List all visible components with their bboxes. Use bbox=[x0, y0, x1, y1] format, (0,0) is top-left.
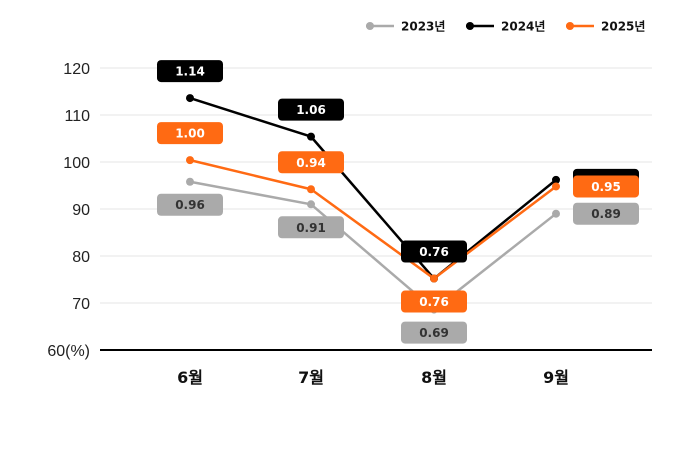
y-tick-label: 80 bbox=[72, 249, 90, 266]
data-label: 1.14 bbox=[175, 65, 205, 79]
data-point bbox=[186, 156, 194, 165]
data-point bbox=[307, 132, 315, 141]
data-label: 1.00 bbox=[175, 127, 205, 141]
x-tick-label: 9월 bbox=[543, 368, 569, 387]
data-label: 0.95 bbox=[591, 180, 621, 194]
legend: 2023년 2024년 2025년 bbox=[366, 20, 645, 34]
series-line-1 bbox=[189, 96, 557, 280]
data-label-badge bbox=[157, 60, 223, 83]
data-label-badge bbox=[401, 240, 467, 263]
data-label: 0.96 bbox=[175, 198, 205, 212]
y-tick-label: 120 bbox=[63, 61, 90, 78]
data-label-badge bbox=[157, 193, 223, 216]
legend-marker bbox=[366, 22, 374, 30]
series-line-0 bbox=[189, 180, 557, 311]
gridlines bbox=[100, 67, 652, 304]
y-axis: 60(%) 70 80 90 100 110 120 bbox=[47, 61, 90, 360]
legend-label: 2024년 bbox=[501, 20, 545, 34]
series-points bbox=[186, 94, 560, 314]
data-label-badge bbox=[278, 216, 344, 239]
data-point bbox=[430, 274, 438, 283]
data-label-badge bbox=[401, 290, 467, 313]
legend-marker bbox=[466, 22, 474, 30]
x-tick-label: 8월 bbox=[421, 368, 447, 387]
data-point bbox=[552, 175, 560, 184]
legend-label: 2025년 bbox=[601, 20, 645, 34]
x-tick-label: 7월 bbox=[298, 368, 324, 387]
data-label-badge bbox=[401, 321, 467, 344]
data-point bbox=[552, 182, 560, 191]
data-label-badge bbox=[573, 202, 639, 225]
data-point bbox=[186, 94, 194, 103]
data-label-badge bbox=[157, 122, 223, 145]
data-label: 0.89 bbox=[591, 207, 621, 221]
data-label: 0.76 bbox=[419, 245, 449, 259]
series-line-2 bbox=[189, 158, 557, 280]
y-tick-label: 90 bbox=[72, 202, 90, 219]
data-label: 0.69 bbox=[419, 326, 449, 340]
data-point bbox=[307, 200, 315, 209]
data-label: 0.94 bbox=[296, 156, 326, 170]
data-label: 0.76 bbox=[419, 295, 449, 309]
y-tick-label: 110 bbox=[64, 108, 90, 125]
data-labels: 0.960.910.690.891.141.060.760.961.000.94… bbox=[157, 60, 639, 344]
data-label: 0.91 bbox=[296, 221, 326, 235]
data-label-badge bbox=[278, 98, 344, 121]
data-label: 1.06 bbox=[296, 103, 326, 117]
y-tick-label: 100 bbox=[63, 155, 90, 172]
data-point bbox=[186, 177, 194, 186]
x-axis: 6월 7월 8월 9월 bbox=[100, 349, 652, 387]
data-point bbox=[552, 209, 560, 218]
legend-marker bbox=[566, 22, 574, 30]
y-tick-label: 70 bbox=[72, 296, 90, 313]
data-label-badge bbox=[278, 151, 344, 174]
y-tick-label: 60(%) bbox=[47, 343, 90, 360]
series-lines bbox=[189, 96, 557, 311]
x-tick-label: 6월 bbox=[177, 368, 203, 387]
data-point bbox=[307, 185, 315, 194]
data-label-badge bbox=[573, 175, 639, 198]
legend-label: 2023년 bbox=[401, 20, 445, 34]
